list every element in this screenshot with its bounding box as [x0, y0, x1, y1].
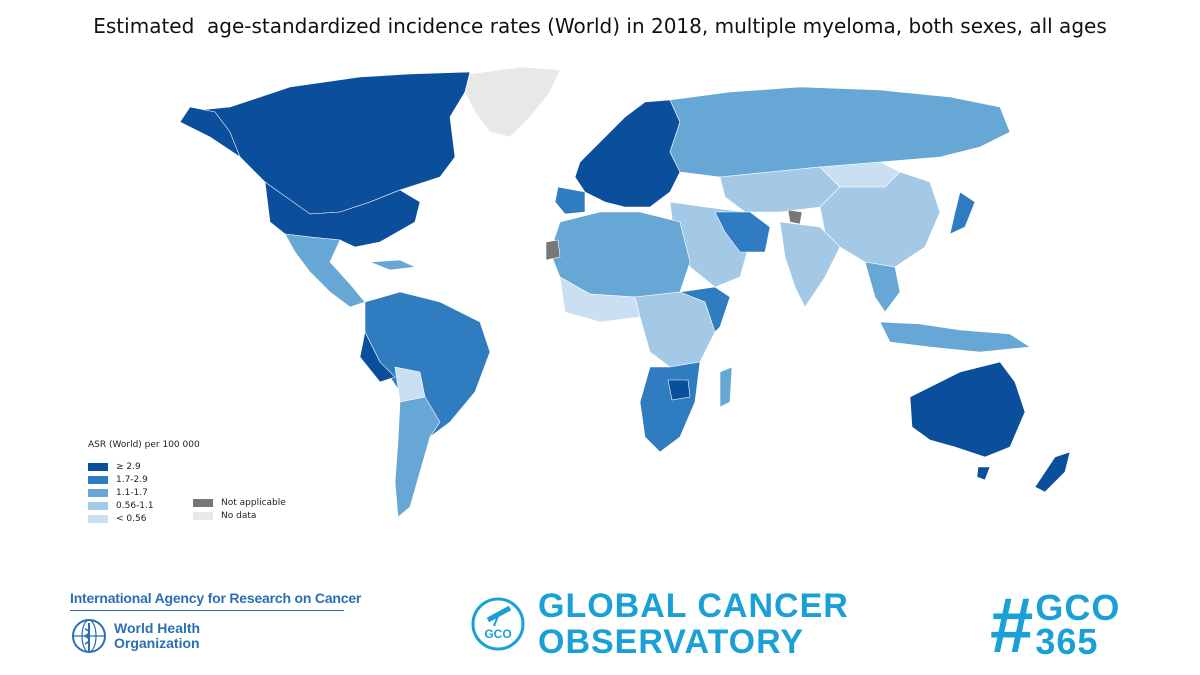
legend-swatch: [193, 511, 213, 520]
legend-swatch: [88, 501, 108, 510]
legend-item: 0.56-1.1: [88, 499, 200, 512]
region-caribbean: [369, 259, 417, 271]
region-iran: [714, 211, 771, 253]
legend-swatch: [88, 475, 108, 484]
who-name: World Health Organization: [114, 621, 200, 651]
legend-swatch: [88, 514, 108, 523]
region-greenland: [464, 66, 561, 138]
region-argentina: [394, 396, 441, 518]
legend-item: ≥ 2.9: [88, 460, 200, 473]
region-southern-africa: [639, 361, 701, 453]
gco-line1: GLOBAL CANCER: [538, 587, 849, 625]
gco365-line2: 365: [1035, 621, 1099, 662]
iarc-divider: [70, 610, 344, 611]
region-iberia: [554, 186, 586, 215]
region-madagascar: [719, 366, 733, 408]
legend-item: Not applicable: [193, 496, 286, 509]
legend-title: ASR (World) per 100 000: [88, 440, 200, 450]
gco365-line1: GCO: [1035, 587, 1121, 628]
legend-item: No data: [193, 509, 286, 522]
legend-label: Not applicable: [221, 497, 286, 508]
region-japan: [949, 191, 976, 235]
legend-swatch: [88, 488, 108, 497]
region-tasmania: [976, 466, 991, 481]
legend: ASR (World) per 100 000 ≥ 2.9 1.7-2.9 1.…: [88, 440, 200, 525]
region-na-kashmir: [787, 209, 803, 225]
region-peru: [359, 331, 396, 383]
region-western-sahara: [545, 239, 561, 261]
legend-extra: Not applicable No data: [193, 496, 286, 522]
region-russia: [669, 86, 1011, 178]
legend-item: 1.7-2.9: [88, 473, 200, 486]
who-emblem-icon: [72, 619, 106, 653]
region-indonesia: [879, 321, 1031, 353]
legend-label: 1.1-1.7: [116, 487, 148, 498]
legend-label: 1.7-2.9: [116, 474, 148, 485]
map-title: Estimated age-standardized incidence rat…: [93, 14, 1107, 38]
legend-item: 1.1-1.7: [88, 486, 200, 499]
region-central-africa: [634, 291, 716, 368]
legend-label: ≥ 2.9: [116, 461, 141, 472]
legend-label: 0.56-1.1: [116, 500, 154, 511]
legend-swatch: [193, 498, 213, 507]
legend-swatch: [88, 462, 108, 471]
region-alaska: [179, 106, 241, 158]
region-europe: [574, 99, 681, 208]
gco-badge: GCO: [484, 627, 511, 641]
telescope-icon: GCO: [471, 597, 525, 651]
who-line1: World Health: [114, 620, 201, 636]
gco-line2: OBSERVATORY: [538, 623, 805, 661]
gco365-text: GCO 365: [1035, 587, 1121, 662]
hash-icon: #: [990, 581, 1034, 669]
who-logo: World Health Organization: [70, 617, 200, 655]
world-map: [179, 66, 1071, 518]
legend-label: No data: [221, 510, 257, 521]
gco365-logo: # GCO 365: [990, 586, 1120, 664]
region-east-africa: [678, 286, 731, 333]
region-zimbabwe: [667, 379, 691, 401]
who-line2: Organization: [114, 635, 200, 651]
region-new-zealand: [1034, 451, 1071, 493]
region-australia: [909, 361, 1026, 458]
region-se-asia: [864, 261, 901, 313]
gco-logo: GCO GLOBAL CANCER OBSERVATORY: [470, 588, 849, 660]
region-india: [779, 221, 841, 308]
gco-name: GLOBAL CANCER OBSERVATORY: [538, 588, 849, 660]
legend-item: < 0.56: [88, 512, 200, 525]
legend-label: < 0.56: [116, 513, 147, 524]
iarc-name: International Agency for Research on Can…: [70, 590, 362, 606]
